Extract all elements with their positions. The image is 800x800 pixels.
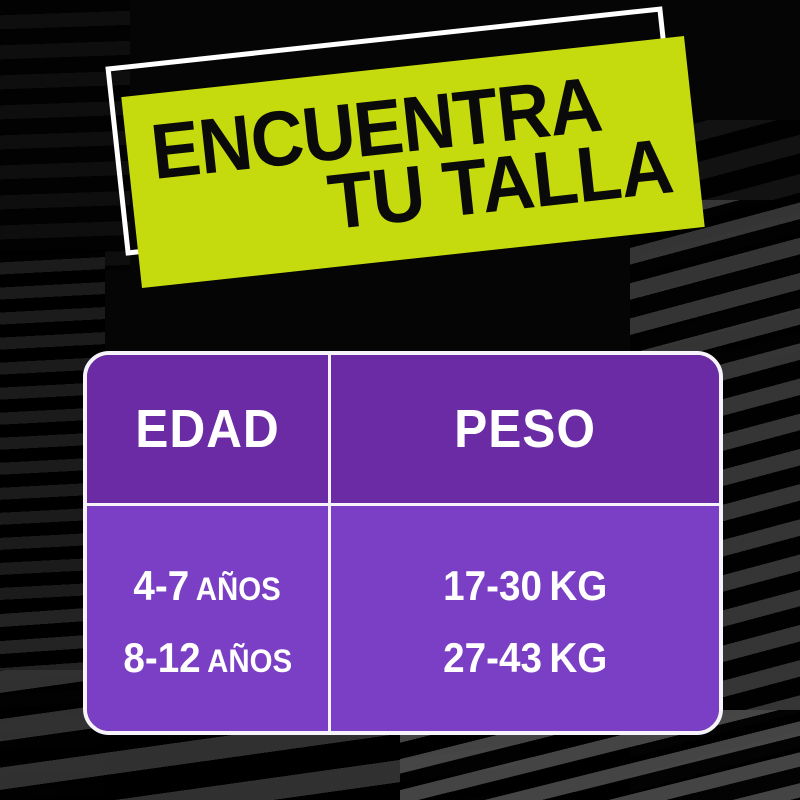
age-unit-row-1: AÑOS xyxy=(196,570,282,607)
table-header-label-age: EDAD xyxy=(135,399,280,459)
table-header-cell-weight: PESO xyxy=(328,355,719,503)
weight-value-row-1: 17-30 xyxy=(442,561,542,609)
table-body-row: 4-7 AÑOS 8-12 AÑOS 17-30 KG 27-43 KG xyxy=(87,503,719,731)
table-cell-age-column: 4-7 AÑOS 8-12 AÑOS xyxy=(87,506,328,731)
weight-unit-row-2: KG xyxy=(549,633,608,681)
age-value-row-2: 8-12 xyxy=(123,633,201,681)
age-value-row-1: 4-7 xyxy=(133,561,190,609)
age-unit-row-2: AÑOS xyxy=(206,642,292,679)
table-row: 27-43 KG xyxy=(442,633,608,681)
headline-banner: ENCUENTRA TU TALLA xyxy=(105,6,705,318)
table-row: 4-7 AÑOS xyxy=(133,561,282,609)
table-row: 8-12 AÑOS xyxy=(123,633,292,681)
background-stripes-left-lower xyxy=(0,600,95,730)
table-cell-weight-column: 17-30 KG 27-43 KG xyxy=(328,506,719,731)
size-table: EDAD PESO 4-7 AÑOS 8-12 AÑOS 17-30 KG xyxy=(83,351,723,735)
weight-unit-row-1: KG xyxy=(549,561,608,609)
weight-value-row-2: 27-43 xyxy=(442,633,542,681)
table-header-cell-age: EDAD xyxy=(87,355,328,503)
table-header-label-weight: PESO xyxy=(454,399,596,459)
table-row: 17-30 KG xyxy=(442,561,608,609)
table-header-row: EDAD PESO xyxy=(87,355,719,503)
